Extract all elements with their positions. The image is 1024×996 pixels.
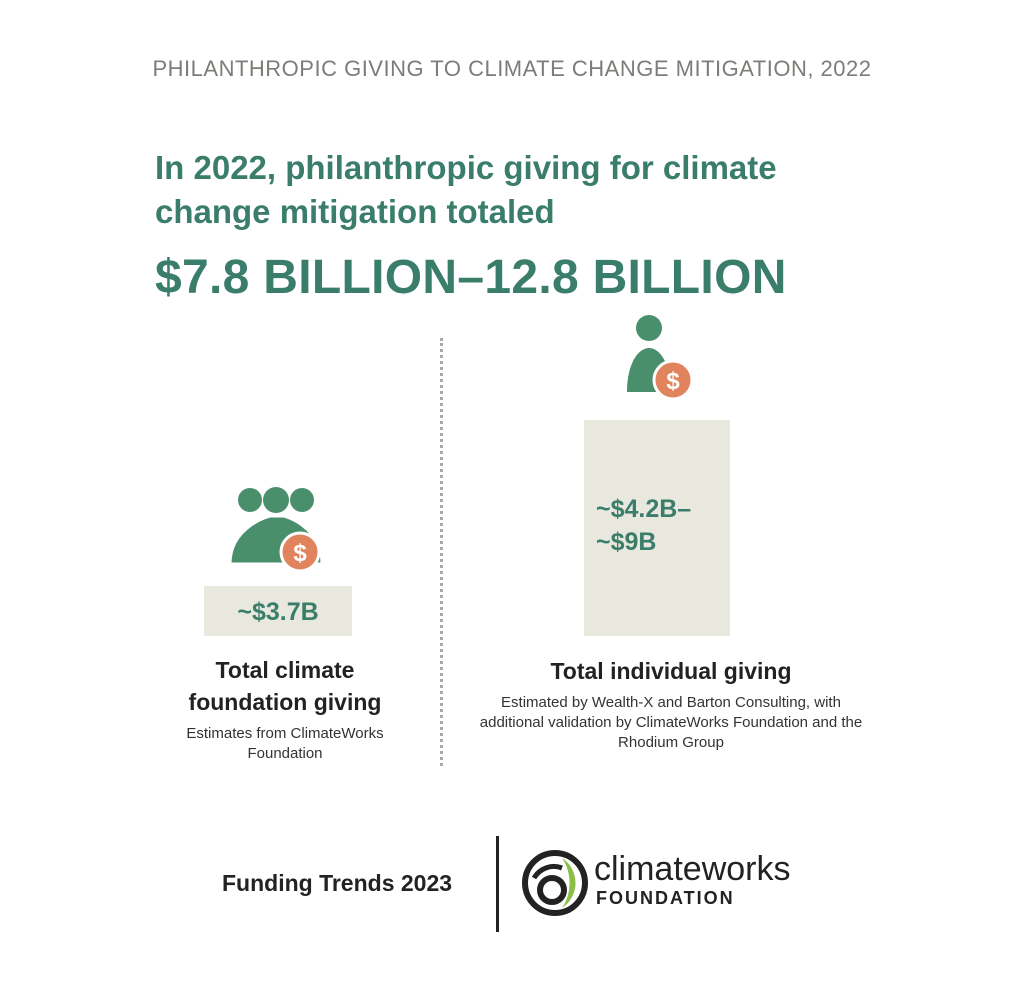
foundation-caption-note: Estimates from ClimateWorks Foundation: [186, 725, 384, 762]
kicker-title: PHILANTHROPIC GIVING TO CLIMATE CHANGE M…: [152, 56, 872, 81]
dollar-sign-icon: $: [293, 540, 307, 567]
person-icon-head: [636, 315, 662, 341]
footer-divider: [496, 836, 499, 932]
people-icon-head-center: [263, 487, 289, 513]
bar-0: [204, 586, 352, 636]
people-icon-head-left: [238, 488, 262, 512]
climateworks-logo-icon: [522, 850, 588, 916]
coin-icon: [652, 359, 694, 401]
individual-caption-title: Total individual giving: [550, 658, 792, 684]
total-range: $7.8 BILLION–12.8 BILLION: [155, 251, 787, 304]
logo-wordmark: climateworks: [594, 850, 791, 888]
logo-subtitle: FOUNDATION: [596, 888, 735, 908]
bar-value-label-1-0: ~$4.2B–: [596, 495, 691, 523]
bar-1: [584, 420, 730, 636]
people-icon-head-right: [290, 488, 314, 512]
report-name: Funding Trends 2023: [222, 870, 453, 896]
bar-value-label-0-0: ~$3.7B: [237, 598, 318, 626]
individual-caption-note: Estimated by Wealth-X and Barton Consult…: [479, 694, 863, 751]
headline: In 2022, philanthropic giving for climat…: [155, 149, 777, 230]
coin-icon: [279, 531, 321, 573]
dollar-sign-icon: $: [666, 368, 680, 395]
foundation-caption-title: Total climate foundation giving: [188, 657, 382, 715]
dotted-divider: [440, 338, 443, 766]
bar-value-label-1-1: ~$9B: [596, 528, 656, 556]
